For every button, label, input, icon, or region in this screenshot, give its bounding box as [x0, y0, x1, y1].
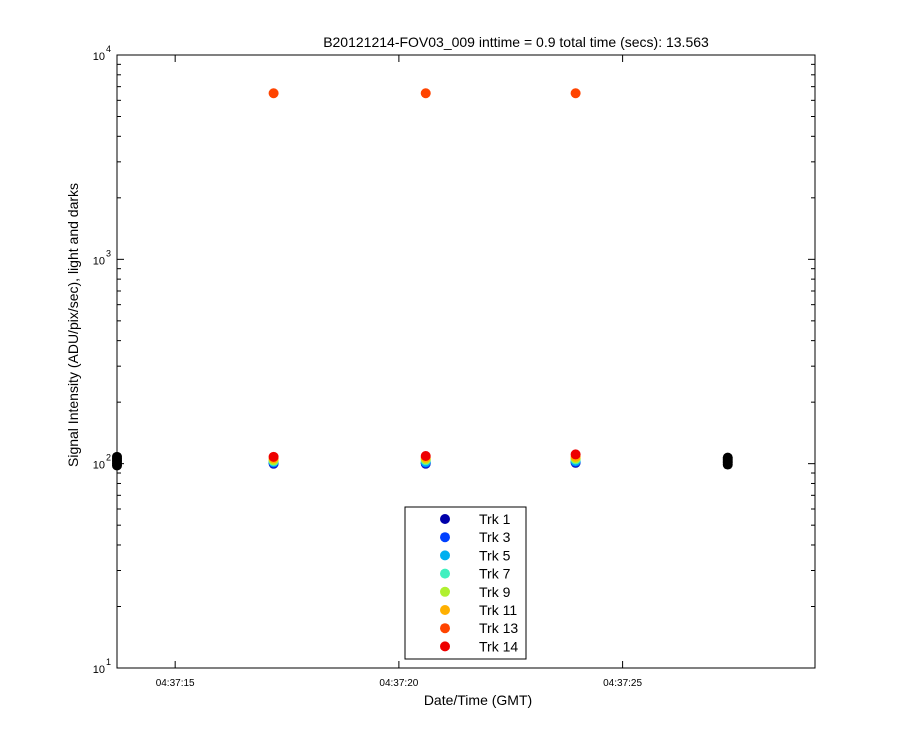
legend-label-trk-11: Trk 11: [479, 602, 517, 618]
y-tick-label: 10: [93, 51, 105, 63]
legend-marker-trk-5: [440, 550, 450, 561]
legend: Trk 1 Trk 3 Trk 5 Trk 7 Trk 9 Trk 11 Trk 13 Trk…: [404, 506, 527, 660]
legend-marker-trk-7: [440, 568, 450, 579]
legend-box: [404, 506, 527, 660]
point-trk-13: [570, 88, 581, 99]
x-tick-labels: 04:37:15 04:37:20 04:37:25: [156, 678, 643, 689]
legend-marker-trk-14: [440, 641, 450, 652]
dark-point: [722, 452, 733, 463]
y-tick-label: 10: [93, 460, 105, 472]
point-trk-14: [268, 451, 279, 462]
legend-marker-trk-1: [440, 514, 450, 524]
y-tick-label-exponent: 4: [106, 44, 111, 54]
x-axis-label: Date/Time (GMT): [424, 692, 532, 708]
chart-title: B20121214-FOV03_009 inttime = 0.9 total …: [323, 34, 709, 50]
dark-point: [112, 451, 122, 462]
legend-marker-trk-3: [440, 532, 450, 543]
legend-marker-trk-13: [440, 623, 450, 634]
legend-label-trk-7: Trk 7: [479, 566, 511, 582]
y-axis-label: Signal Intensity (ADU/pix/sec), light an…: [65, 183, 81, 467]
point-trk-14: [420, 451, 431, 462]
point-trk-13: [268, 88, 279, 99]
y-tick-label: 10: [93, 664, 105, 676]
legend-marker-trk-9: [440, 586, 450, 597]
data-points: [268, 88, 581, 469]
point-trk-13: [420, 88, 431, 99]
x-tick-label: 04:37:15: [156, 678, 195, 689]
legend-label-trk-3: Trk 3: [479, 529, 511, 545]
legend-label-trk-13: Trk 13: [479, 620, 518, 636]
legend-label-trk-1: Trk 1: [479, 511, 511, 527]
y-tick-label-exponent: 3: [106, 248, 111, 258]
darks-series: [112, 451, 733, 471]
y-tick-label: 10: [93, 255, 105, 267]
legend-marker-trk-11: [440, 605, 450, 615]
legend-label-trk-14: Trk 14: [479, 638, 518, 654]
x-tick-label: 04:37:25: [603, 678, 642, 689]
point-trk-14: [570, 449, 581, 460]
legend-label-trk-9: Trk 9: [479, 584, 511, 600]
legend-label-trk-5: Trk 5: [479, 547, 511, 563]
y-tick-label-exponent: 2: [106, 453, 111, 463]
x-tick-label: 04:37:20: [379, 678, 418, 689]
y-tick-label-exponent: 1: [106, 657, 111, 667]
